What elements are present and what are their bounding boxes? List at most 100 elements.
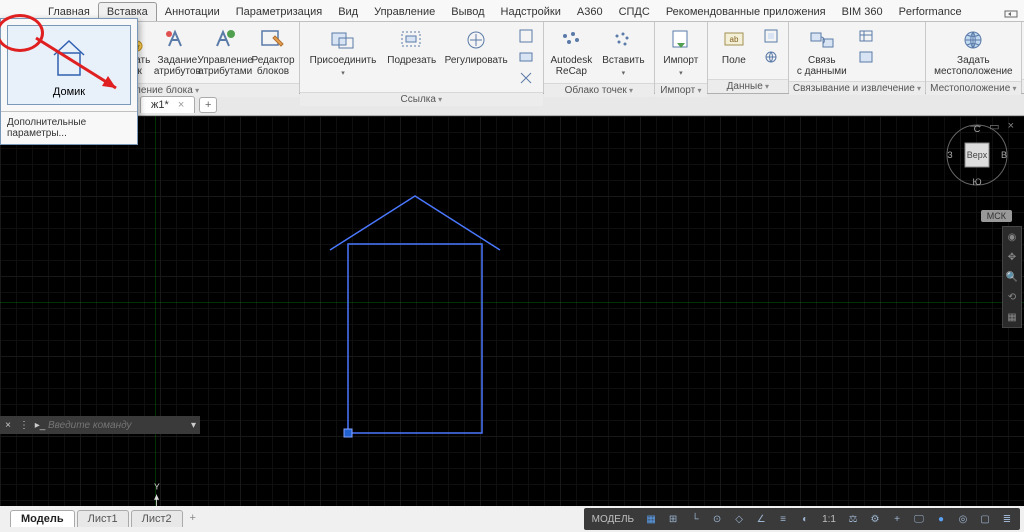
- manage-attributes-label: Управление атрибутами: [197, 55, 253, 77]
- status-otrack-icon[interactable]: ∠: [752, 511, 770, 527]
- tab-view[interactable]: Вид: [330, 3, 366, 21]
- block-editor-label: Редактор блоков: [251, 55, 294, 77]
- adjust-icon: [460, 26, 492, 54]
- block-preview-icon: [45, 34, 93, 82]
- file-tab-close-icon[interactable]: ×: [178, 99, 184, 111]
- tab-spds[interactable]: СПДС: [611, 3, 658, 21]
- import-button[interactable]: Импорт: [659, 24, 703, 81]
- block-preview-label: Домик: [14, 86, 124, 98]
- panel-title-pointcloud[interactable]: Облако точек: [544, 83, 654, 97]
- layout-tab-add[interactable]: +: [185, 510, 201, 526]
- tab-output[interactable]: Вывод: [443, 3, 492, 21]
- panel-title-reference[interactable]: Ссылка: [300, 92, 543, 106]
- attach-button[interactable]: Присоединить: [304, 24, 382, 81]
- pointcloud-insert-label: Вставить: [601, 55, 646, 79]
- more-options-item[interactable]: Дополнительные параметры...: [1, 111, 137, 144]
- nav-zoom-icon[interactable]: 🔍: [1003, 267, 1021, 287]
- tab-addins[interactable]: Надстройки: [493, 3, 569, 21]
- tab-manage[interactable]: Управление: [366, 3, 443, 21]
- ribbon-collapse-icon[interactable]: [1004, 7, 1018, 21]
- tab-performance[interactable]: Performance: [891, 3, 970, 21]
- command-input[interactable]: [48, 420, 187, 431]
- datalink-label: Связь с данными: [797, 55, 847, 77]
- block-editor-button[interactable]: Редактор блоков: [251, 24, 295, 79]
- define-attributes-label: Задание атрибутов: [154, 55, 201, 77]
- nav-wheel-icon[interactable]: ◉: [1003, 227, 1021, 247]
- status-plus-icon[interactable]: +: [888, 511, 906, 527]
- pointcloud-insert-button[interactable]: Вставить: [597, 24, 650, 81]
- status-model[interactable]: МОДЕЛЬ: [588, 514, 638, 525]
- status-snap-icon[interactable]: ⊞: [664, 511, 682, 527]
- datalink-icon: [806, 26, 838, 54]
- hyperlink-button[interactable]: [760, 47, 782, 67]
- drawing-house: [0, 116, 1024, 506]
- tab-bim360[interactable]: BIM 360: [834, 3, 891, 21]
- status-grid-icon[interactable]: ▦: [642, 511, 660, 527]
- extract-small-1[interactable]: [855, 26, 877, 46]
- command-line[interactable]: × ⋮ ▸_ ▾: [0, 416, 200, 434]
- panel-title-linking[interactable]: Связывание и извлечение: [789, 81, 925, 95]
- cmd-history-icon[interactable]: ▾: [187, 420, 200, 431]
- attach-label: Присоединить: [308, 55, 378, 79]
- cmd-close-icon[interactable]: ×: [0, 420, 16, 431]
- tab-annotations[interactable]: Аннотации: [157, 3, 228, 21]
- coord-system-label[interactable]: МСК: [981, 210, 1012, 222]
- clip-label: Подрезать: [387, 55, 436, 66]
- nav-orbit-icon[interactable]: ⟲: [1003, 287, 1021, 307]
- recap-label: Autodesk ReCap: [551, 55, 593, 77]
- status-monitor-icon[interactable]: 🖵: [910, 511, 928, 527]
- status-lineweight-icon[interactable]: ≡: [774, 511, 792, 527]
- recap-button[interactable]: Autodesk ReCap: [548, 24, 595, 79]
- status-annoscale-icon[interactable]: ⚖: [844, 511, 862, 527]
- panel-title-data[interactable]: Данные: [708, 79, 788, 93]
- set-location-label: Задать местоположение: [934, 55, 1013, 77]
- block-preview-item[interactable]: Домик: [7, 25, 131, 105]
- field-icon: ab: [718, 26, 750, 54]
- svg-text:З: З: [947, 150, 952, 160]
- tab-a360[interactable]: A360: [569, 3, 611, 21]
- layout-tab-model[interactable]: Модель: [10, 510, 75, 527]
- manage-attributes-button[interactable]: Управление атрибутами: [201, 24, 249, 79]
- tab-featured[interactable]: Рекомендованные приложения: [658, 3, 834, 21]
- nav-toolbar: ◉ ✥ 🔍 ⟲ ▦: [1002, 226, 1022, 328]
- xref-small-1[interactable]: [515, 26, 537, 46]
- nav-pan-icon[interactable]: ✥: [1003, 247, 1021, 267]
- nav-showmotion-icon[interactable]: ▦: [1003, 307, 1021, 327]
- drawing-canvas[interactable]: X Y × ⋮ ▸_ ▾ — ▭ × Верх С Ю З В МСК ◉ ✥ …: [0, 116, 1024, 506]
- status-polar-icon[interactable]: ⊙: [708, 511, 726, 527]
- layout-tab-2[interactable]: Лист2: [131, 510, 183, 527]
- panel-title-location[interactable]: Местоположение: [926, 81, 1021, 95]
- clip-button[interactable]: Подрезать: [384, 24, 440, 68]
- datalink-button[interactable]: Связь с данными: [793, 24, 851, 79]
- panel-title-import[interactable]: Импорт: [655, 83, 707, 97]
- status-gear-icon[interactable]: ⚙: [866, 511, 884, 527]
- status-clean-icon[interactable]: ▢: [976, 511, 994, 527]
- status-transparency-icon[interactable]: ◐: [796, 511, 814, 527]
- block-editor-icon: [257, 26, 289, 54]
- pointcloud-insert-icon: [607, 26, 639, 54]
- file-tab[interactable]: ж1* ×: [140, 96, 195, 113]
- tab-parametric[interactable]: Параметризация: [228, 3, 330, 21]
- extract-small-2[interactable]: [855, 47, 877, 67]
- status-isolate-icon[interactable]: ●: [932, 511, 950, 527]
- set-location-button[interactable]: Задать местоположение: [930, 24, 1017, 79]
- adjust-button[interactable]: Регулировать: [442, 24, 511, 68]
- status-osnap-icon[interactable]: ◇: [730, 511, 748, 527]
- status-custom-icon[interactable]: ≣: [998, 511, 1016, 527]
- clip-icon: [396, 26, 428, 54]
- viewcube[interactable]: Верх С Ю З В: [942, 120, 1012, 195]
- define-attributes-button[interactable]: Задание атрибутов: [155, 24, 199, 79]
- status-hardware-icon[interactable]: ◎: [954, 511, 972, 527]
- svg-text:В: В: [1001, 150, 1007, 160]
- ole-button[interactable]: [760, 26, 782, 46]
- status-scale[interactable]: 1:1: [818, 514, 840, 525]
- xref-small-3[interactable]: [515, 68, 537, 88]
- layout-tab-1[interactable]: Лист1: [77, 510, 129, 527]
- svg-text:Верх: Верх: [967, 150, 988, 160]
- cmd-handle-icon[interactable]: ⋮: [16, 420, 32, 431]
- file-tab-add[interactable]: +: [199, 97, 217, 113]
- status-ortho-icon[interactable]: └: [686, 511, 704, 527]
- ribbon: Вставка Редактировать атрибут ★ Создать …: [0, 22, 1024, 94]
- xref-small-2[interactable]: [515, 47, 537, 67]
- field-button[interactable]: ab Поле: [712, 24, 756, 68]
